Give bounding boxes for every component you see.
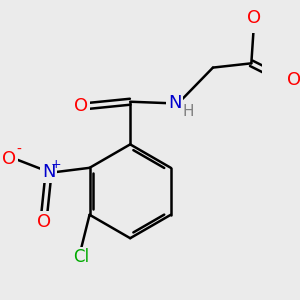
Text: N: N [168, 94, 181, 112]
Text: +: + [51, 158, 62, 171]
Text: O: O [37, 213, 51, 231]
Text: N: N [42, 163, 56, 181]
Text: H: H [182, 104, 194, 119]
Text: O: O [74, 97, 88, 115]
Text: Cl: Cl [73, 248, 89, 266]
Text: O: O [2, 150, 16, 168]
Text: O: O [287, 71, 300, 89]
Text: -: - [16, 143, 21, 157]
Text: O: O [247, 9, 261, 27]
